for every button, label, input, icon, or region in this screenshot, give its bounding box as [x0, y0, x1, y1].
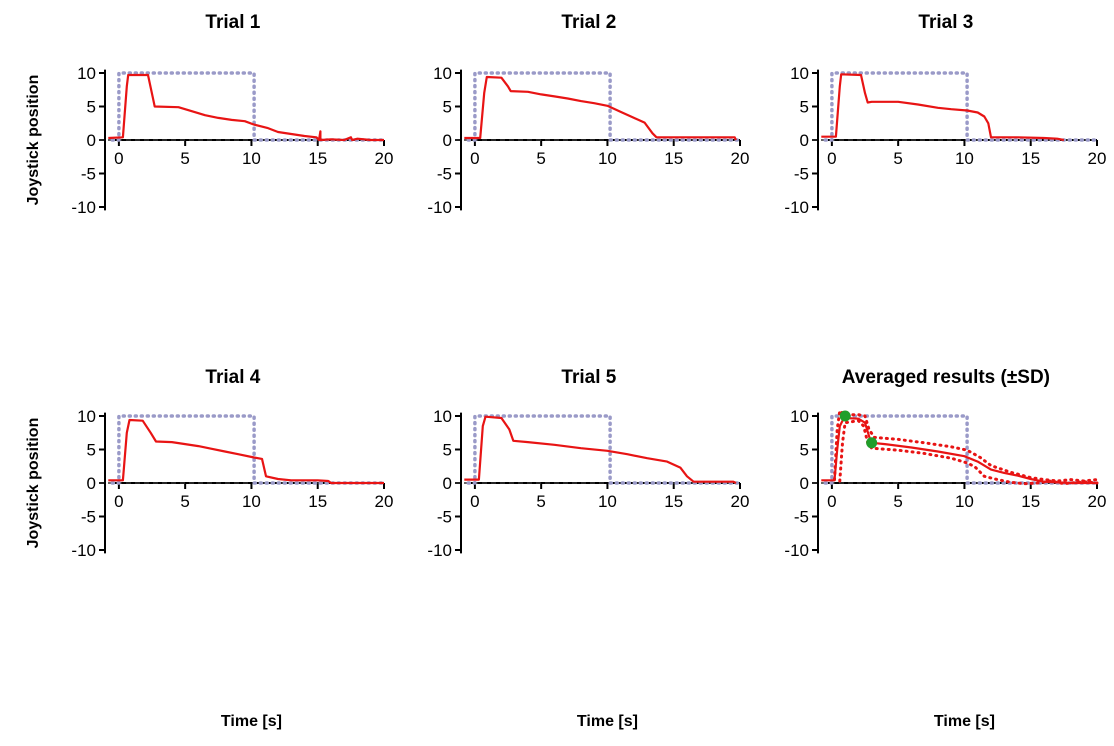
y-tick-label: -10	[71, 198, 96, 217]
x-tick-label: 0	[470, 149, 479, 168]
x-tick-label: 10	[955, 149, 974, 168]
x-tick-label: 5	[893, 492, 902, 511]
reference-line	[110, 71, 386, 142]
y-tick-label: 10	[433, 64, 452, 83]
x-tick-label: 0	[827, 149, 836, 168]
y-tick-label: 5	[87, 98, 96, 117]
x-axis-label: Time [s]	[934, 713, 995, 730]
x-axis-label: Time [s]	[577, 713, 638, 730]
x-tick-label: 10	[598, 149, 617, 168]
panel-title: Trial 3	[918, 12, 973, 33]
x-tick-label: 15	[308, 149, 327, 168]
y-tick-label: -5	[81, 165, 96, 184]
x-tick-label: 5	[536, 492, 545, 511]
y-tick-label: 5	[800, 98, 809, 117]
panel-title: Trial 1	[205, 12, 260, 33]
y-tick-label: 0	[87, 474, 96, 493]
response-line	[821, 416, 1097, 485]
marker-point	[866, 437, 878, 449]
x-tick-label: 20	[375, 149, 394, 168]
reference-line	[110, 414, 386, 485]
y-tick-label: -10	[427, 198, 452, 217]
y-tick-label: -5	[437, 165, 452, 184]
y-tick-label: 10	[790, 64, 809, 83]
x-tick-label: 20	[731, 492, 750, 511]
panel-1: Trial 1 -10 -5 0 5 10 0 5 10 15 20 Joystick positio…	[25, 12, 393, 217]
y-axis-label: Joystick position	[25, 418, 42, 549]
y-tick-label: -10	[71, 541, 96, 560]
x-tick-label: 10	[955, 492, 974, 511]
response-line	[464, 415, 737, 484]
x-tick-label: 15	[1021, 149, 1040, 168]
y-tick-label: 0	[800, 131, 809, 150]
reference-line	[823, 71, 1099, 142]
reference-line	[466, 414, 742, 485]
response-line	[464, 75, 737, 141]
x-tick-label: 0	[114, 149, 123, 168]
response-line	[108, 73, 384, 142]
panel-title: Averaged results (±SD)	[842, 367, 1050, 388]
panel-4: Trial 4 -10 -5 0 5 10 0 5 10 15 20 Joystick positio…	[25, 367, 393, 730]
marker-point	[839, 410, 851, 422]
y-axis-label: Joystick position	[25, 75, 42, 206]
x-tick-label: 5	[180, 492, 189, 511]
y-tick-label: -5	[81, 508, 96, 527]
panel-5: Trial 5 -10 -5 0 5 10 0 5 10 15 20 Time [s]	[427, 367, 749, 730]
y-tick-label: 0	[443, 131, 452, 150]
response-line	[821, 73, 1065, 142]
x-tick-label: 5	[893, 149, 902, 168]
x-tick-label: 20	[1088, 492, 1107, 511]
y-tick-label: 5	[443, 98, 452, 117]
reference-line	[466, 71, 742, 142]
y-tick-label: -10	[427, 541, 452, 560]
sd-band-line	[838, 419, 1099, 486]
y-tick-label: 10	[77, 407, 96, 426]
x-tick-label: 10	[598, 492, 617, 511]
x-tick-label: 15	[308, 492, 327, 511]
panel-2: Trial 2 -10 -5 0 5 10 0 5 10 15 20	[427, 12, 749, 217]
panel-3: Trial 3 -10 -5 0 5 10 0 5 10 15 20	[784, 12, 1106, 217]
y-tick-label: -5	[794, 165, 809, 184]
x-tick-label: 10	[242, 149, 261, 168]
x-tick-label: 0	[114, 492, 123, 511]
y-tick-label: -10	[784, 198, 809, 217]
x-tick-label: 15	[664, 149, 683, 168]
y-tick-label: -5	[794, 508, 809, 527]
panel-6: Averaged results (±SD) -10 -5 0 5 10 0 5 10 15 20 T…	[784, 367, 1106, 730]
x-axis-label: Time [s]	[221, 713, 282, 730]
panel-title: Trial 2	[561, 12, 616, 33]
x-tick-label: 15	[664, 492, 683, 511]
x-tick-label: 0	[470, 492, 479, 511]
x-tick-label: 15	[1021, 492, 1040, 511]
y-tick-label: 0	[87, 131, 96, 150]
y-tick-label: 10	[433, 407, 452, 426]
y-tick-label: 5	[800, 441, 809, 460]
y-tick-label: 0	[443, 474, 452, 493]
x-tick-label: 0	[827, 492, 836, 511]
y-tick-label: 5	[443, 441, 452, 460]
y-tick-label: 10	[77, 64, 96, 83]
reference-line	[823, 414, 1099, 485]
y-tick-label: 10	[790, 407, 809, 426]
x-tick-label: 5	[180, 149, 189, 168]
x-tick-label: 20	[375, 492, 394, 511]
x-tick-label: 5	[536, 149, 545, 168]
x-tick-label: 20	[1088, 149, 1107, 168]
x-tick-label: 20	[731, 149, 750, 168]
x-tick-label: 10	[242, 492, 261, 511]
y-tick-label: 0	[800, 474, 809, 493]
panel-title: Trial 4	[205, 367, 260, 388]
y-tick-label: 5	[87, 441, 96, 460]
y-tick-label: -10	[784, 541, 809, 560]
panel-title: Trial 5	[561, 367, 616, 388]
response-line	[108, 418, 384, 485]
y-tick-label: -5	[437, 508, 452, 527]
